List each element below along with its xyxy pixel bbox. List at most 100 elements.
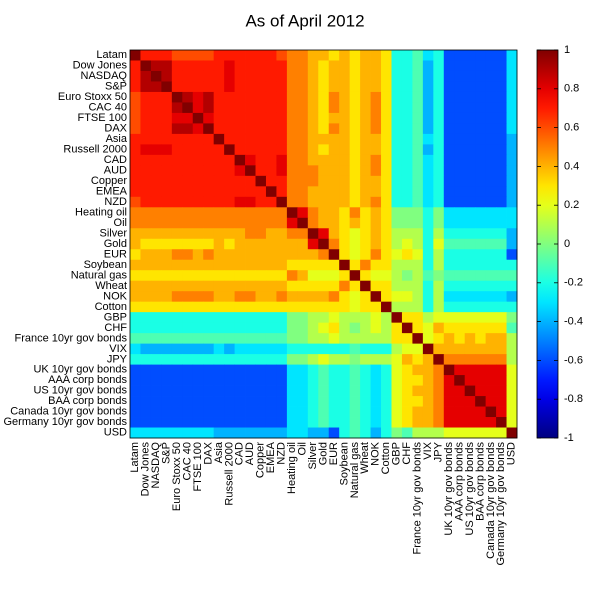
heatmap-cell: [182, 343, 194, 355]
heatmap-cell: [464, 343, 476, 355]
heatmap-cell: [161, 50, 173, 61]
heatmap-cell: [130, 259, 141, 271]
heatmap-cell: [401, 238, 413, 250]
heatmap-cell: [370, 133, 382, 145]
heatmap-cell: [203, 417, 215, 428]
heatmap-cell: [412, 196, 424, 208]
heatmap-cell: [339, 50, 351, 61]
heatmap-cell: [454, 81, 466, 93]
heatmap-cell: [412, 217, 424, 229]
heatmap-cell: [506, 343, 518, 355]
heatmap-cell: [286, 375, 298, 386]
heatmap-cell: [182, 165, 194, 177]
heatmap-cell: [192, 259, 204, 271]
heatmap-cell: [475, 60, 487, 72]
heatmap-cell: [130, 102, 141, 114]
heatmap-cell: [192, 144, 204, 156]
heatmap-cell: [286, 144, 298, 156]
colorbar-tick-label: -0.8: [564, 393, 583, 405]
heatmap-cell: [161, 186, 173, 198]
heatmap-cell: [192, 375, 204, 386]
heatmap-cell: [433, 301, 445, 313]
heatmap-cell: [349, 259, 361, 271]
heatmap-cell: [286, 333, 298, 345]
heatmap-cell: [370, 186, 382, 198]
y-tick-label: CHF: [104, 322, 127, 334]
heatmap-cell: [443, 270, 455, 282]
x-tick-label: Latam: [129, 442, 141, 473]
heatmap-cell: [171, 102, 183, 114]
heatmap-cell: [422, 417, 434, 428]
heatmap-cell: [265, 238, 277, 250]
heatmap-cell: [140, 207, 152, 219]
heatmap-cell: [506, 70, 518, 82]
heatmap-cell: [182, 175, 194, 187]
heatmap-cell: [203, 301, 215, 313]
heatmap-cell: [506, 406, 518, 418]
heatmap-cell: [506, 259, 518, 271]
heatmap-cell: [443, 165, 455, 177]
heatmap-cell: [328, 312, 340, 324]
heatmap-cell: [443, 144, 455, 156]
heatmap-cell: [224, 364, 235, 376]
heatmap-cell: [391, 102, 403, 114]
heatmap-cell: [150, 417, 162, 428]
heatmap-cell: [182, 60, 194, 72]
heatmap-cell: [192, 165, 204, 177]
heatmap-cell: [182, 396, 194, 407]
heatmap-cell: [245, 217, 256, 229]
heatmap-cell: [475, 207, 487, 219]
heatmap-cell: [130, 154, 141, 166]
heatmap-cell: [297, 249, 309, 261]
heatmap-cell: [150, 154, 162, 166]
heatmap-cell: [443, 333, 455, 345]
heatmap-cell: [297, 280, 309, 292]
heatmap-cell: [381, 249, 392, 261]
heatmap-cell: [245, 144, 256, 156]
heatmap-cell: [224, 280, 235, 292]
heatmap-cell: [130, 165, 141, 177]
heatmap-cell: [203, 364, 215, 376]
heatmap-cell: [224, 186, 235, 198]
heatmap-cell: [328, 207, 340, 219]
heatmap-cell: [234, 417, 246, 428]
heatmap-cell: [391, 385, 403, 397]
heatmap-cell: [433, 259, 445, 271]
heatmap-cell: [401, 322, 413, 334]
heatmap-cell: [475, 144, 487, 156]
heatmap-cell: [454, 301, 466, 313]
heatmap-cell: [307, 91, 319, 103]
heatmap-cell: [255, 217, 267, 229]
heatmap-cell: [485, 427, 497, 439]
heatmap-cell: [422, 270, 434, 282]
heatmap-cell: [161, 207, 173, 219]
heatmap-cell: [182, 280, 194, 292]
heatmap-cell: [150, 112, 162, 124]
heatmap-cell: [339, 91, 351, 103]
heatmap-cell: [339, 102, 351, 114]
heatmap-cell: [349, 144, 361, 156]
heatmap-cell: [443, 291, 455, 303]
heatmap-cell: [161, 154, 173, 166]
heatmap-cell: [234, 270, 246, 282]
heatmap-cell: [213, 123, 225, 135]
heatmap-cell: [360, 196, 371, 208]
heatmap-cell: [140, 60, 152, 72]
heatmap-cell: [433, 280, 445, 292]
heatmap-cell: [182, 133, 194, 145]
x-tick-label: Dow Jones: [140, 442, 152, 497]
heatmap-cell: [339, 396, 351, 407]
heatmap-cell: [255, 333, 267, 345]
heatmap-cell: [318, 133, 330, 145]
heatmap-cell: [245, 81, 256, 93]
plot-frame: [129, 49, 518, 439]
heatmap-cell: [485, 175, 497, 187]
heatmap-cell: [370, 165, 382, 177]
heatmap-cell: [328, 186, 340, 198]
heatmap-cell: [286, 343, 298, 355]
heatmap-cell: [506, 144, 518, 156]
heatmap-cell: [171, 343, 183, 355]
heatmap-cell: [234, 133, 246, 145]
heatmap-cell: [443, 50, 455, 61]
heatmap-cell: [234, 228, 246, 240]
